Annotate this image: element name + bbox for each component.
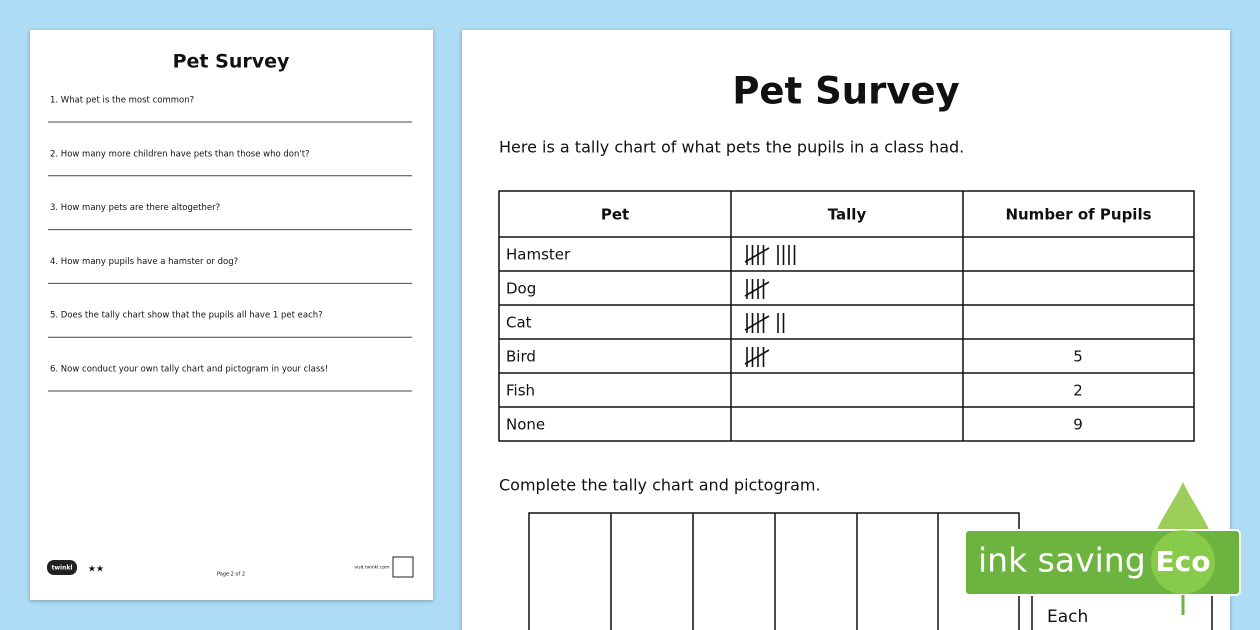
footer-stars: ★★ (88, 565, 104, 575)
pupil-count: 2 (1073, 382, 1083, 400)
badge-label: Eco (1156, 545, 1211, 578)
table-header: Number of Pupils (1005, 206, 1151, 224)
pet-name: Hamster (506, 246, 571, 264)
footer-page: Page 2 of 2 (217, 572, 245, 578)
tally-marks (744, 279, 770, 299)
table-border (498, 190, 1195, 442)
question: 3. How many pets are there altogether? (50, 203, 220, 213)
pet-name: Fish (506, 382, 535, 400)
pet-name: Cat (506, 314, 532, 332)
footer-logo: twinkl (52, 565, 73, 572)
pupil-count: 5 (1073, 348, 1083, 366)
footer-site: visit twinkl.com (354, 565, 389, 571)
question: 4. How many pupils have a hamster or dog… (50, 257, 238, 267)
tally-marks (744, 313, 785, 333)
intro: Here is a tally chart of what pets the p… (499, 138, 964, 157)
pupil-count: 9 (1073, 416, 1083, 434)
footer-icon (392, 556, 414, 578)
left-title: Pet Survey (173, 51, 290, 73)
eco-badge: ink saving Eco (964, 482, 1241, 615)
pet-name: Dog (506, 280, 536, 298)
question: 6. Now conduct your own tally chart and … (50, 365, 328, 375)
key-label: Each (1047, 607, 1088, 627)
left-sheet (30, 30, 433, 600)
pet-name: None (506, 416, 545, 434)
question: 5. Does the tally chart show that the pu… (50, 311, 323, 321)
tally-slash (744, 281, 770, 297)
tally-slash (744, 315, 770, 331)
right-title: Pet Survey (732, 70, 959, 113)
tally-slash (744, 349, 770, 365)
question: 1. What pet is the most common? (50, 96, 194, 106)
table-header: Tally (828, 206, 867, 224)
instruction: Complete the tally chart and pictogram. (499, 476, 821, 495)
logo-pill (47, 560, 77, 575)
tally-marks (744, 245, 796, 265)
table-header: Pet (601, 206, 629, 224)
tally-slash (744, 247, 770, 263)
tally-marks (744, 347, 770, 367)
pet-name: Bird (506, 348, 536, 366)
question: 2. How many more children have pets than… (50, 149, 310, 159)
badge-text: ink saving (978, 541, 1146, 580)
